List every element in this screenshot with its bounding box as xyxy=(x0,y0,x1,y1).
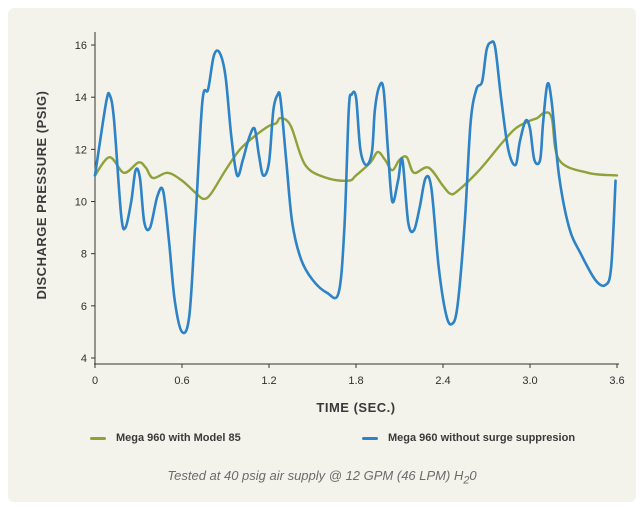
chart-series-lines xyxy=(93,40,619,335)
x-tick-label: 3.6 xyxy=(609,375,624,387)
x-tick-label: 0 xyxy=(92,375,98,387)
x-tick-label: 0.6 xyxy=(174,375,189,387)
series-line-1 xyxy=(93,111,619,201)
footnote-suffix: 0 xyxy=(469,468,477,483)
x-tick-label: 2.4 xyxy=(435,375,450,387)
x-tick-label: 1.8 xyxy=(348,375,363,387)
chart-axes xyxy=(94,32,619,365)
y-tick-label: 6 xyxy=(81,301,87,313)
footnote-subscript: 2 xyxy=(463,474,470,487)
legend-label-series-2: Mega 960 without surge suppresion xyxy=(388,432,576,444)
y-tick-label: 10 xyxy=(75,197,87,209)
legend-label-series-1: Mega 960 with Model 85 xyxy=(116,432,241,444)
footnote-text: Tested at 40 psig air supply @ 12 GPM (4… xyxy=(167,468,464,483)
y-tick-label: 8 xyxy=(81,249,87,261)
chart-legend: Mega 960 with Model 85 Mega 960 without … xyxy=(90,432,620,450)
y-tick-label: 4 xyxy=(81,353,87,365)
legend-swatch-series-1 xyxy=(90,436,106,440)
y-tick-label: 12 xyxy=(75,144,87,156)
x-tick-label: 1.2 xyxy=(261,375,276,387)
y-tick-label: 14 xyxy=(75,92,87,104)
x-axis-label: TIME (SEC.) xyxy=(316,400,395,415)
legend-item-series-2: Mega 960 without surge suppresion xyxy=(362,432,575,444)
series-line-2 xyxy=(93,40,617,335)
x-tick-label: 3.0 xyxy=(522,375,537,387)
legend-item-series-1: Mega 960 with Model 85 xyxy=(90,432,241,444)
legend-swatch-series-2 xyxy=(362,436,378,440)
y-tick-label: 16 xyxy=(75,40,87,52)
chart-ticks: 4 6 8 10 12 14 16 0 0.6 1.2 1.8 2.4 3.0 3.6 xyxy=(75,40,625,387)
chart-footnote: Tested at 40 psig air supply @ 12 GPM (4… xyxy=(0,468,644,487)
y-axis-label: DISCHARGE PRESSURE (PSIG) xyxy=(34,91,49,300)
chart-panel xyxy=(8,8,636,502)
